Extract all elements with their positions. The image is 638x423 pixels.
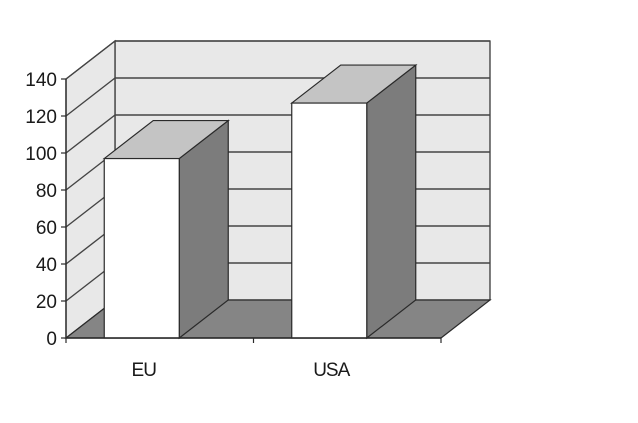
- gridline-side: [65, 77, 116, 117]
- y-tick-label: 0: [46, 329, 57, 350]
- category-label: USA: [313, 360, 350, 381]
- y-tick-label: 140: [25, 70, 57, 91]
- bar-front-face: [103, 157, 180, 339]
- y-tick-label: 20: [36, 292, 57, 313]
- y-tick-label: 40: [36, 255, 57, 276]
- category-label: EU: [132, 360, 157, 381]
- y-tick-label: 120: [25, 107, 57, 128]
- value-axis: 0 20 40 60 80 100 120 140: [25, 70, 67, 350]
- bar-side-face: [366, 63, 417, 340]
- gridline-side: [65, 40, 116, 80]
- gridline-side: [65, 114, 116, 154]
- y-tick-label: 60: [36, 218, 57, 239]
- y-tick-label: 100: [25, 144, 57, 165]
- category-axis: EU USA: [65, 337, 442, 381]
- bars: [102, 63, 418, 340]
- bar-eu: [102, 119, 231, 340]
- bar-front-face: [291, 102, 368, 339]
- bar-usa: [289, 63, 418, 340]
- y-tick-label: 80: [36, 181, 57, 202]
